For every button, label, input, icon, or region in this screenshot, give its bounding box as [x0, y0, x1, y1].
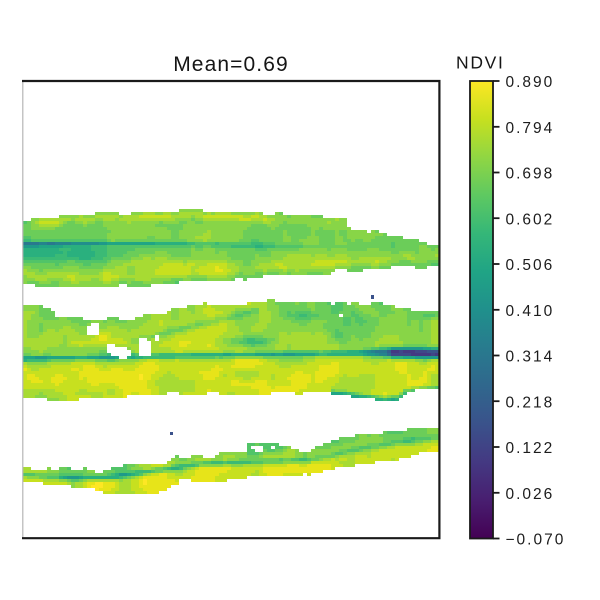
svg-text:0.698: 0.698 [506, 166, 555, 183]
svg-text:Mean=0.69: Mean=0.69 [173, 53, 289, 76]
svg-text:0.410: 0.410 [506, 303, 555, 320]
svg-text:0.506: 0.506 [506, 257, 555, 274]
svg-text:0.314: 0.314 [506, 349, 555, 366]
svg-text:0.794: 0.794 [506, 120, 555, 137]
svg-text:0.122: 0.122 [506, 440, 555, 457]
svg-text:NDVI: NDVI [456, 53, 505, 73]
svg-text:−0.070: −0.070 [506, 532, 566, 549]
svg-text:0.890: 0.890 [506, 74, 555, 91]
svg-text:0.602: 0.602 [506, 211, 555, 228]
svg-text:0.026: 0.026 [506, 486, 555, 503]
svg-text:0.218: 0.218 [506, 394, 555, 411]
